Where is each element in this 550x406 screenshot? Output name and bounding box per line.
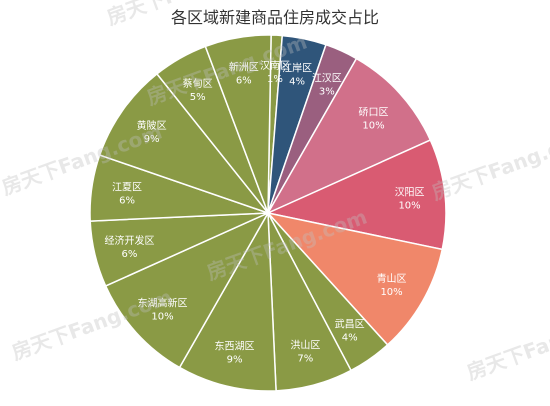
- slice-label-value: 6%: [122, 249, 138, 260]
- slice-label-name: 洪山区: [290, 339, 320, 351]
- slice-label-name: 硚口区: [358, 106, 388, 118]
- slice-label-value: 10%: [380, 287, 402, 298]
- slice-label-value: 9%: [144, 134, 160, 145]
- pie-slice-9: [178, 210, 277, 392]
- slice-label-name: 汉南区: [260, 59, 290, 72]
- slice-label-value: 1%: [267, 74, 283, 85]
- pie-slice-4: [266, 57, 432, 215]
- slice-label-name: 江夏区: [112, 182, 142, 194]
- pie-slice-10: [104, 211, 270, 369]
- slice-label-name: 江汉区: [312, 72, 342, 84]
- slice-label-name: 东湖高新区: [138, 297, 188, 310]
- slice-label-value: 6%: [119, 196, 135, 207]
- slice-label-value: 5%: [190, 92, 206, 103]
- slice-label-name: 汉阳区: [395, 187, 425, 199]
- chart-title: 各区域新建商品住房成交占比: [170, 8, 379, 27]
- pie-slice-6: [265, 211, 444, 346]
- slice-label-value: 10%: [398, 201, 420, 212]
- slice-label-name: 武昌区: [335, 318, 365, 331]
- slice-label-name: 东西湖区: [215, 339, 255, 352]
- slice-label-value: 9%: [227, 354, 243, 365]
- slice-label-value: 3%: [319, 86, 335, 97]
- slice-label-value: 4%: [289, 77, 305, 88]
- slice-label-value: 10%: [362, 120, 384, 131]
- slice-label-name: 江岸区: [282, 63, 312, 75]
- slice-label-name: 经济开发区: [104, 234, 154, 247]
- slice-label-name: 蔡甸区: [183, 77, 213, 90]
- watermark-text: 房天下Fang.com: [104, 0, 271, 30]
- watermark-text: 房天下Fang.com: [464, 304, 550, 384]
- pie-slice-13: [98, 72, 271, 215]
- slice-label-value: 7%: [297, 353, 313, 364]
- slice-label-value: 10%: [151, 312, 173, 323]
- slice-label-value: 4%: [342, 333, 358, 344]
- pie-slice-15: [204, 34, 272, 214]
- slice-labels: 汉南区 1%江岸区 4% 江汉区 3% 硚口区 10% 汉阳区 10% 青山区 10% 武昌区 4% 洪山…: [104, 59, 424, 366]
- slice-label-value: 6%: [236, 76, 252, 87]
- slice-label-name: 黄陂区: [137, 119, 167, 132]
- watermark-text: 房天下Fang.com: [429, 124, 550, 204]
- slice-label-name: 青山区: [377, 272, 407, 285]
- slice-label-name: 新洲区: [229, 61, 259, 74]
